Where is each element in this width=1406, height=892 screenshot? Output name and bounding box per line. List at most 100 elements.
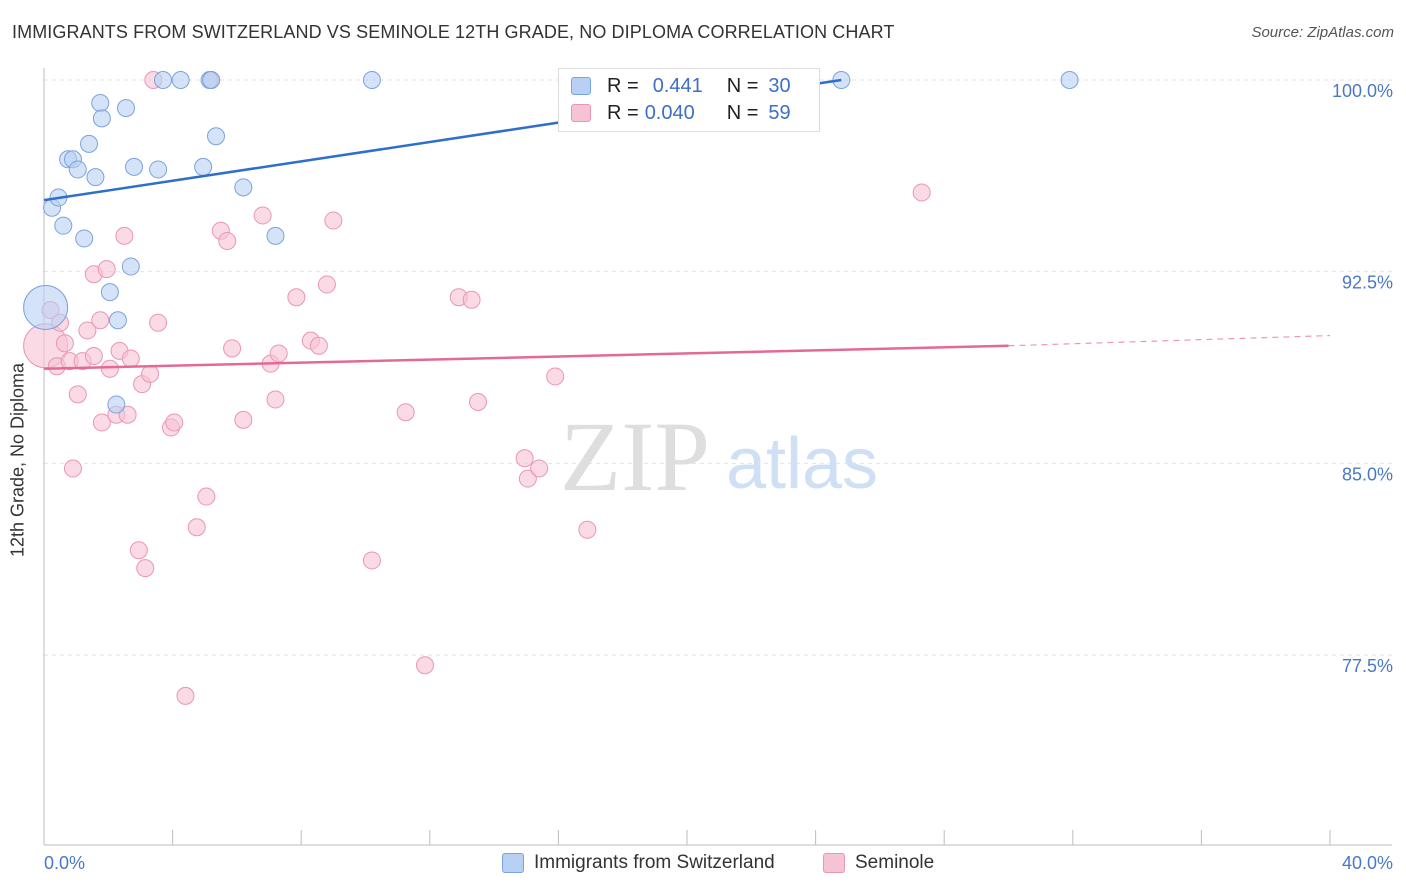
legend-swatch-pink — [571, 104, 591, 122]
switzerland-point — [91, 94, 110, 112]
axes — [43, 68, 1392, 846]
seminole-point — [136, 559, 155, 578]
switzerland-point — [80, 134, 99, 153]
legend-row-seminole: R = 0.040 N = 59 — [571, 101, 791, 125]
legend-r-value-seminole: 0.040 — [644, 101, 695, 124]
seminole-point — [187, 518, 206, 537]
switzerland-point — [86, 168, 105, 187]
legend-r-value-switzerland: 0.441 — [652, 74, 703, 97]
seminole-point — [317, 275, 336, 294]
seminole-point — [197, 487, 216, 506]
seminole-point — [234, 410, 253, 429]
seminole-point — [362, 551, 381, 570]
switzerland-point — [107, 395, 126, 414]
seminole-point — [91, 311, 110, 330]
watermark-atlas: atlas — [726, 424, 878, 504]
seminole-point — [469, 393, 488, 411]
seminole-point — [912, 183, 931, 202]
seminole-point — [518, 469, 537, 488]
switzerland-point — [121, 257, 140, 276]
legend-row-switzerland: R = 0.441 N = 30 — [571, 74, 791, 98]
seminole-point — [218, 232, 237, 250]
y-tick-labels: 100.0% 92.5% 85.0% 77.5% — [1332, 81, 1393, 676]
seminole-point — [176, 686, 195, 705]
switzerland-point — [234, 178, 253, 197]
seminole-point — [84, 347, 103, 365]
seminole-point — [324, 211, 343, 230]
correlation-legend: R = 0.441 N = 30 R = 0.040 N = 59 — [558, 68, 820, 132]
switzerland-point — [207, 127, 226, 146]
switzerland-point — [68, 160, 87, 179]
seminole-point — [515, 449, 534, 468]
y-tick-label: 85.0% — [1342, 464, 1393, 484]
switzerland-point — [1060, 71, 1079, 89]
seminole-point — [92, 413, 111, 432]
watermark-zip: ZIP — [560, 401, 710, 512]
seminole-point — [63, 459, 82, 478]
seminole-trend-extension — [1008, 334, 1331, 347]
legend-swatch-blue — [502, 853, 524, 873]
legend-n-value-seminole: 59 — [768, 101, 791, 124]
x-tick-labels: 0.0% 40.0% — [44, 853, 1393, 873]
seminole-point — [115, 226, 134, 245]
legend-swatch-pink — [823, 853, 845, 873]
legend-label-seminole: Seminole — [855, 852, 935, 873]
legend-n-label: N = — [726, 101, 759, 124]
seminole-point — [269, 344, 288, 363]
switzerland-point — [92, 109, 111, 128]
switzerland-point — [75, 229, 94, 248]
legend-item-switzerland: Immigrants from Switzerland — [502, 852, 775, 874]
switzerland-point — [54, 216, 73, 235]
legend-r-label: R = — [607, 74, 639, 97]
y-tick-label: 77.5% — [1342, 656, 1393, 676]
legend-n-value-switzerland: 30 — [768, 74, 791, 97]
seminole-trend-line — [43, 344, 1009, 371]
seminole-point — [530, 459, 549, 478]
switzerland-point — [149, 160, 168, 179]
legend-n-label: N = — [726, 74, 759, 97]
x-tick-label-min: 0.0% — [44, 853, 85, 873]
y-tick-label: 92.5% — [1342, 273, 1393, 293]
seminole-point — [309, 336, 328, 355]
seminole-point — [149, 313, 168, 332]
seminole-point — [55, 334, 74, 353]
legend-item-seminole: Seminole — [823, 852, 934, 874]
seminole-point — [118, 405, 137, 424]
gridlines — [44, 79, 1392, 656]
seminole-point — [396, 403, 415, 422]
seminole-point — [78, 321, 97, 340]
seminole-point — [287, 288, 306, 307]
chart-title: IMMIGRANTS FROM SWITZERLAND VS SEMINOLE … — [12, 22, 895, 42]
switzerland-point — [125, 157, 144, 176]
legend-r-label: R = — [607, 101, 639, 124]
seminole-point — [415, 656, 434, 675]
x-tick-label-max: 40.0% — [1342, 853, 1393, 873]
seminole-point — [129, 541, 148, 560]
watermark: ZIP atlas — [560, 401, 878, 512]
switzerland-point — [108, 311, 127, 330]
switzerland-point — [362, 71, 381, 89]
legend-label-switzerland: Immigrants from Switzerland — [534, 852, 775, 873]
y-axis-label: 12th Grade, No Diploma — [7, 362, 28, 558]
seminole-point — [223, 339, 242, 358]
seminole-point — [578, 520, 597, 539]
seminole-point — [68, 385, 87, 404]
switzerland-point — [153, 71, 172, 89]
switzerland-point — [171, 71, 190, 89]
series-legend: Immigrants from Switzerland Seminole — [0, 852, 1406, 878]
source-credit: Source: ZipAtlas.com — [1251, 24, 1394, 41]
y-tick-label: 100.0% — [1332, 81, 1393, 101]
seminole-point — [253, 206, 272, 225]
seminole-point — [141, 364, 160, 383]
seminole-point — [266, 390, 285, 409]
seminole-point — [462, 290, 481, 309]
switzerland-point — [202, 71, 221, 89]
switzerland-point — [116, 99, 135, 118]
seminole-point — [165, 413, 184, 432]
switzerland-point — [23, 284, 69, 330]
switzerland-point — [100, 283, 119, 302]
seminole-point — [121, 349, 140, 368]
switzerland-point — [194, 157, 213, 176]
seminole-point — [97, 260, 116, 279]
